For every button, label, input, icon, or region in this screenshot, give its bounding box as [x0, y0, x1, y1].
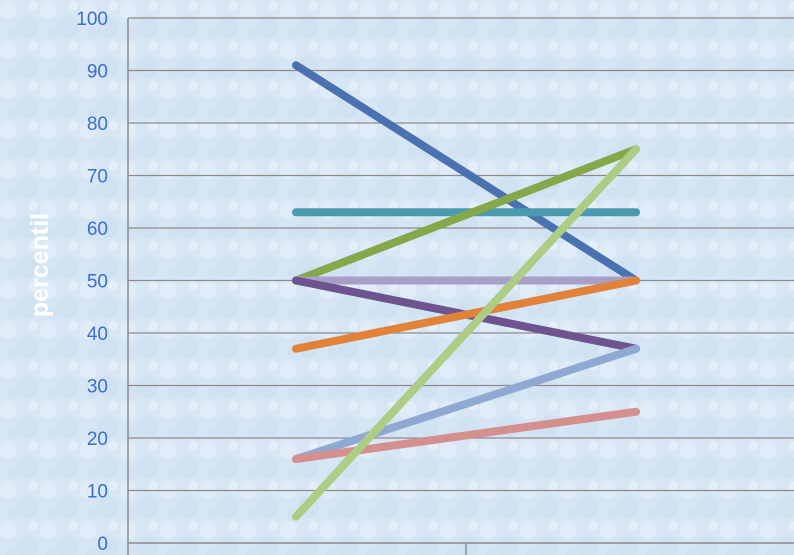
y-tick-label: 50 [87, 272, 108, 293]
y-tick-label: 20 [87, 429, 108, 450]
y-tick-label: 60 [87, 219, 108, 240]
y-axis-label: percentil [26, 213, 54, 317]
axes [127, 18, 794, 555]
series-line-9 [292, 145, 640, 521]
y-tick-label: 0 [97, 534, 108, 555]
y-tick-label: 40 [87, 324, 108, 345]
y-tick-label: 80 [87, 114, 108, 135]
series-line-7 [292, 344, 640, 463]
y-axis-ticks: 0 10 20 30 40 50 60 70 80 90 100 [76, 9, 108, 555]
series-lines [292, 61, 640, 521]
y-tick-label: 70 [87, 167, 108, 188]
y-tick-label: 10 [87, 482, 108, 503]
y-tick-label: 90 [87, 62, 108, 83]
series-line-6 [292, 276, 640, 353]
series-line-1 [292, 61, 640, 285]
y-tick-label: 30 [87, 377, 108, 398]
y-tick-label: 100 [76, 9, 108, 30]
series-line-3 [292, 145, 640, 285]
